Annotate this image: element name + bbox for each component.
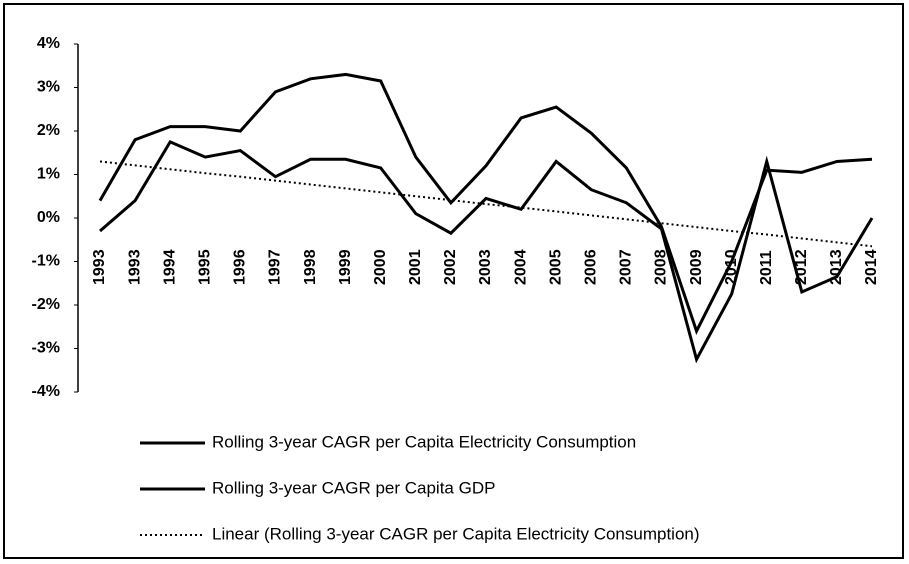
x-tick-label: 2004 [512,249,529,285]
y-tick-label: 3% [37,79,60,96]
legend-label: Rolling 3-year CAGR per Capita GDP [212,478,495,497]
x-tick-label: 1999 [337,249,354,285]
x-tick-label: 1996 [232,249,249,285]
y-tick-label: 0% [37,209,60,226]
x-tick-label: 2001 [407,249,424,285]
x-tick-label: 2003 [477,249,494,285]
x-tick-label: 2005 [547,249,564,285]
y-tick-label: 4% [37,35,60,52]
x-tick-label: 2014 [863,249,880,285]
x-tick-label: 2000 [372,249,389,285]
x-tick-label: 1994 [161,249,178,285]
x-tick-label: 1993 [91,249,108,285]
x-tick-label: 1997 [267,249,284,285]
chart-frame [3,3,904,559]
y-tick-label: 2% [37,122,60,139]
x-tick-label: 2013 [828,249,845,285]
y-tick-label: -3% [32,340,60,357]
y-tick-label: -1% [32,253,60,270]
series-line [99,139,874,364]
legend-label: Rolling 3-year CAGR per Capita Electrici… [212,432,636,451]
y-tick-label: -4% [32,383,60,400]
x-tick-label: 1998 [302,249,319,285]
x-tick-label: 2007 [618,249,635,285]
x-tick-label: 1993 [126,249,143,285]
x-tick-label: 2006 [582,249,599,285]
x-tick-label: 2011 [758,250,775,285]
y-tick-label: 1% [37,166,60,183]
x-tick-label: 2002 [442,249,459,285]
y-tick-label: -2% [32,296,60,313]
x-tick-label: 2008 [653,249,670,285]
x-tick-label: 1995 [196,249,213,285]
x-tick-label: 2009 [688,249,705,285]
legend-label: Linear (Rolling 3-year CAGR per Capita E… [212,524,700,543]
series-line [98,72,873,335]
